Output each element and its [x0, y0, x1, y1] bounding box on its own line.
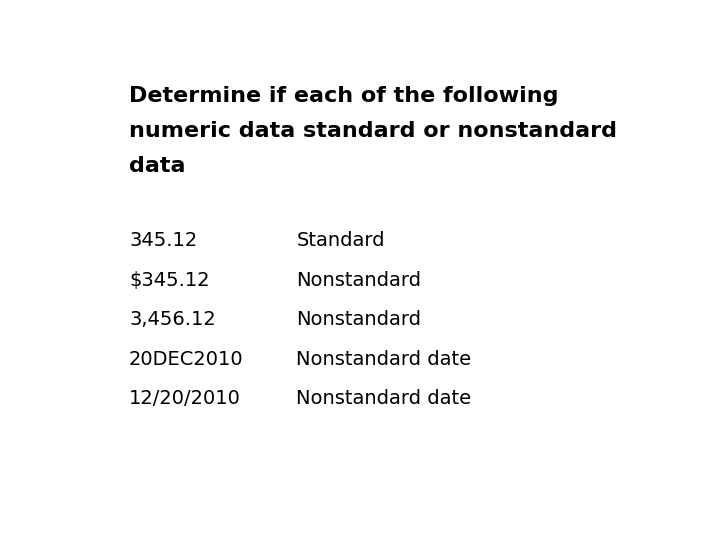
- Text: 20DEC2010: 20DEC2010: [129, 349, 243, 369]
- Text: data: data: [129, 156, 186, 176]
- Text: 12/20/2010: 12/20/2010: [129, 389, 241, 408]
- Text: Determine if each of the following: Determine if each of the following: [129, 85, 559, 106]
- Text: numeric data standard or nonstandard: numeric data standard or nonstandard: [129, 121, 617, 141]
- Text: Nonstandard: Nonstandard: [297, 271, 421, 289]
- Text: $345.12: $345.12: [129, 271, 210, 289]
- Text: 3,456.12: 3,456.12: [129, 310, 216, 329]
- Text: Nonstandard: Nonstandard: [297, 310, 421, 329]
- Text: Nonstandard date: Nonstandard date: [297, 389, 472, 408]
- Text: Standard: Standard: [297, 231, 385, 250]
- Text: Nonstandard date: Nonstandard date: [297, 349, 472, 369]
- Text: 345.12: 345.12: [129, 231, 197, 250]
